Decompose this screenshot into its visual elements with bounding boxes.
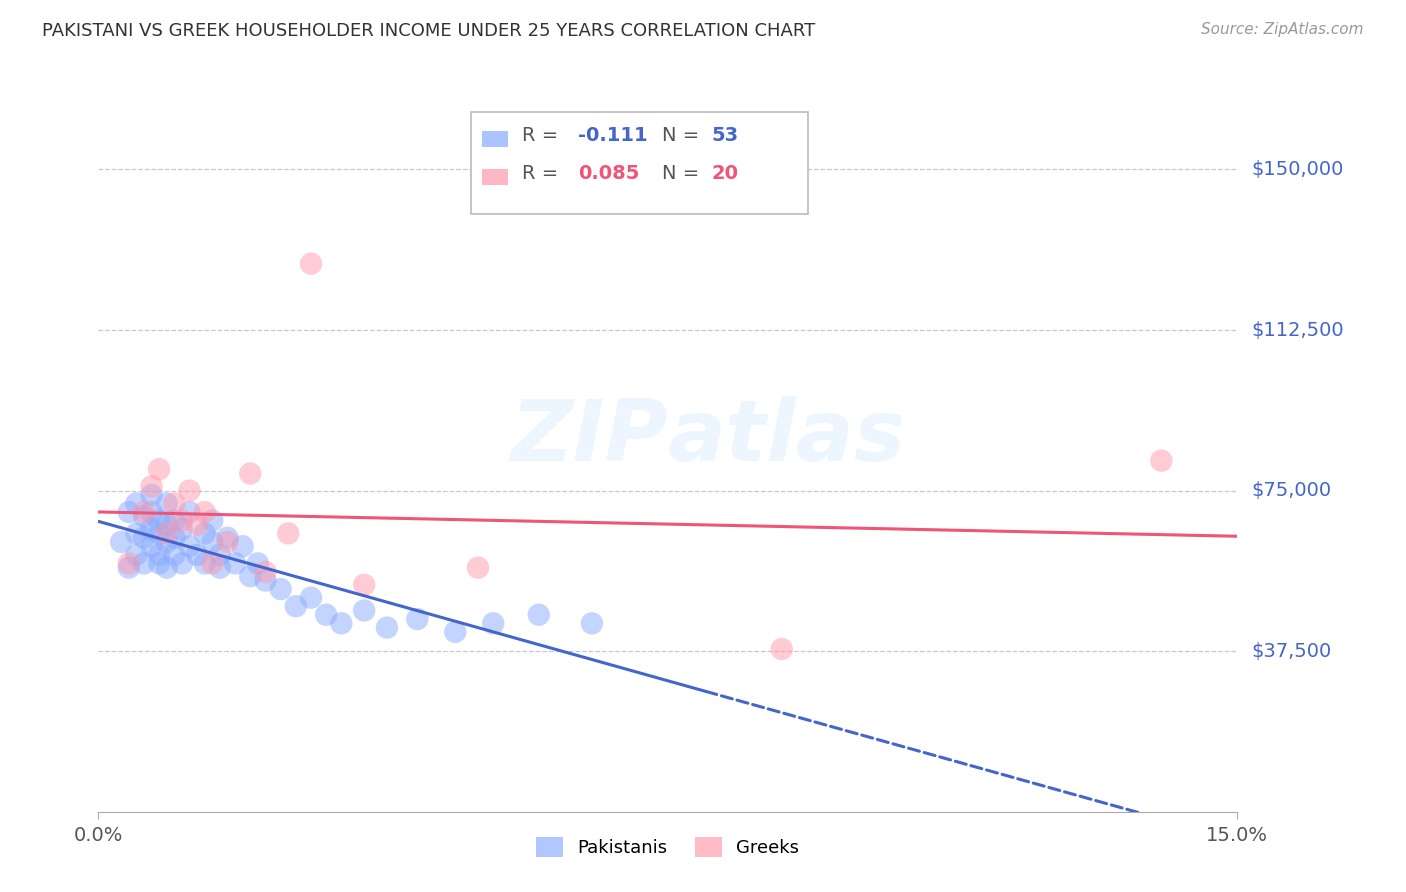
Point [170,514,193,528]
Point [132,531,155,545]
Point [125,526,148,541]
Point [179,483,201,498]
Point [141,539,163,553]
Point [163,496,186,510]
Point [156,517,179,532]
Point [375,621,398,635]
Point [170,557,193,571]
Point [156,526,179,541]
Text: N =: N = [662,163,706,183]
Point [141,479,163,493]
Point [132,509,155,524]
Point [217,531,239,545]
Point [156,535,179,549]
Point [125,548,148,562]
Point [156,496,179,510]
Point [284,599,307,614]
Point [353,603,375,617]
Text: ZIP: ZIP [510,395,668,479]
Point [179,505,201,519]
Point [148,548,170,562]
Point [148,526,170,541]
Point [299,591,322,605]
Point [132,557,155,571]
Text: 20: 20 [711,163,738,183]
Text: -0.111: -0.111 [578,126,648,145]
Point [118,560,141,574]
Point [170,522,193,536]
Point [141,505,163,519]
Point [110,535,132,549]
Point [125,496,148,510]
Text: $112,500: $112,500 [1251,320,1344,340]
Point [353,578,375,592]
Point [201,514,224,528]
Legend: Pakistanis, Greeks: Pakistanis, Greeks [529,830,807,864]
Point [232,539,254,553]
Point [194,526,217,541]
Point [194,505,217,519]
Point [141,522,163,536]
Point [482,616,505,631]
Point [163,531,186,545]
Text: PAKISTANI VS GREEK HOUSEHOLDER INCOME UNDER 25 YEARS CORRELATION CHART: PAKISTANI VS GREEK HOUSEHOLDER INCOME UN… [42,22,815,40]
Point [224,557,246,571]
Point [208,560,231,574]
Point [770,642,793,657]
Point [179,539,201,553]
Point [444,624,467,639]
Point [246,557,269,571]
Text: $75,000: $75,000 [1251,481,1331,500]
Point [148,514,170,528]
Point [217,535,239,549]
Point [254,574,277,588]
Point [270,582,292,596]
Point [156,560,179,574]
Text: R =: R = [522,163,564,183]
Point [581,616,603,631]
Point [315,607,337,622]
Point [163,548,186,562]
Point [148,462,170,476]
Point [201,535,224,549]
Text: atlas: atlas [668,395,905,479]
Point [299,257,322,271]
Point [277,526,299,541]
Point [330,616,353,631]
Point [163,514,186,528]
Point [254,565,277,579]
Point [239,569,262,583]
Text: $150,000: $150,000 [1251,160,1344,179]
Point [208,548,231,562]
Text: N =: N = [662,126,706,145]
Point [132,505,155,519]
Point [406,612,429,626]
Text: R =: R = [522,126,564,145]
Point [194,557,217,571]
Text: 53: 53 [711,126,738,145]
Point [118,557,141,571]
Point [467,560,489,574]
Point [239,467,262,481]
Point [201,557,224,571]
Text: $37,500: $37,500 [1251,641,1331,661]
Point [527,607,550,622]
Point [141,488,163,502]
Point [1150,453,1173,467]
Point [186,548,208,562]
Point [148,557,170,571]
Text: Source: ZipAtlas.com: Source: ZipAtlas.com [1201,22,1364,37]
Point [118,505,141,519]
Point [186,517,208,532]
Text: 0.085: 0.085 [578,163,640,183]
